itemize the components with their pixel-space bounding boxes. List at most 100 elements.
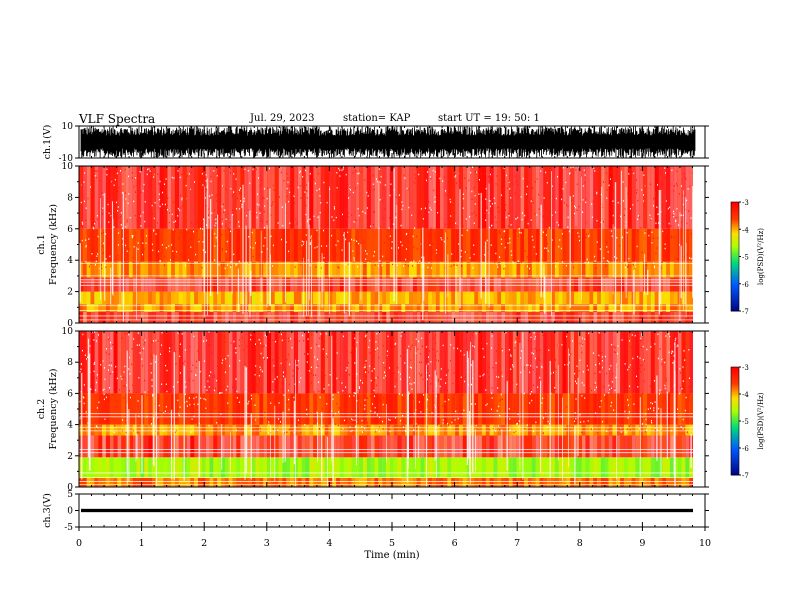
colorbar-cell [731, 469, 739, 472]
colorbar-tick-label: -4 [742, 391, 749, 399]
colorbar-cell [731, 449, 739, 453]
colorbar-cell [731, 309, 739, 312]
colorbar-cell [731, 376, 739, 379]
colorbar-cell [731, 247, 739, 250]
y-axis-label: ch.2 [36, 399, 47, 420]
colorbar-cell [731, 254, 739, 257]
colorbar-cell [731, 272, 739, 276]
x-tick-label: 4 [326, 538, 332, 549]
x-tick-label: 3 [264, 538, 270, 549]
colorbar-cell [731, 242, 739, 245]
y-axis-label: Frequency (kHz) [48, 369, 59, 450]
colorbar-cell [731, 223, 739, 227]
station-label: station= KAP [343, 113, 411, 124]
colorbar-cell [731, 460, 739, 463]
colorbar-cell [731, 209, 739, 212]
colorbar-cell [731, 397, 739, 400]
spectrogram-image [79, 331, 693, 487]
colorbar-cell [731, 274, 739, 277]
colorbar-cell [731, 401, 739, 404]
colorbar-cell [731, 408, 739, 411]
colorbar-tick-label: -4 [742, 226, 749, 234]
y-axis-label: ch.3(V) [42, 493, 53, 528]
colorbar-cell [731, 448, 739, 451]
colorbar-cell [731, 392, 739, 395]
colorbar-cell [731, 220, 739, 223]
y-tick-label: 8 [67, 358, 73, 368]
colorbar-cell [731, 300, 739, 303]
colorbar-cell [731, 462, 739, 465]
colorbar-cell [731, 258, 739, 261]
colorbar-cell [731, 245, 739, 248]
colorbar-cell [731, 294, 739, 297]
colorbar-cell [731, 417, 739, 420]
colorbar-cell [731, 222, 739, 225]
y-tick-label: -10 [59, 154, 74, 164]
colorbar-cell [731, 281, 739, 285]
colorbar-cell [731, 263, 739, 267]
chart-title: VLF Spectra [79, 112, 156, 126]
colorbar-cell [731, 385, 739, 388]
colorbar-cell [731, 444, 739, 447]
colorbar-cell [731, 232, 739, 236]
colorbar-cell [731, 231, 739, 234]
colorbar-cell [731, 433, 739, 436]
colorbar-cell [731, 412, 739, 415]
y-tick-label: 4 [67, 256, 73, 266]
colorbar-cell [731, 278, 739, 281]
colorbar-cell [731, 386, 739, 390]
start-time-label: start UT = 19: 50: 1 [438, 113, 540, 124]
x-tick-label: 2 [201, 538, 207, 549]
colorbar-cell [731, 265, 739, 268]
y-tick-label: 0 [67, 319, 73, 329]
colorbar-cell [731, 202, 739, 205]
colorbar-cell [731, 218, 739, 221]
colorbar-cell [731, 368, 739, 372]
colorbar-cell [731, 404, 739, 408]
colorbar-cell [731, 240, 739, 243]
colorbar-cell [731, 381, 739, 384]
colorbar-cell [731, 466, 739, 469]
colorbar-cell [731, 211, 739, 214]
colorbar-cell [731, 234, 739, 237]
colorbar-cell [731, 298, 739, 301]
colorbar-cell [731, 225, 739, 228]
x-tick-label: 10 [699, 538, 711, 549]
colorbar-cell [731, 471, 739, 474]
colorbar-cell [731, 370, 739, 373]
colorbar-tick-label: -5 [742, 254, 749, 262]
date-label: Jul. 29, 2023 [250, 113, 315, 124]
ch2-spectrogram-panel: 0 2 4 6 8 10 ch.2 Frequency (kHz) [36, 327, 709, 493]
y-tick-label: 0 [67, 483, 73, 493]
ch1-trace [80, 125, 696, 159]
colorbar-cell [731, 367, 739, 370]
colorbar-cell [731, 390, 739, 393]
colorbar-cell [731, 422, 739, 426]
colorbar-tick-label: -3 [742, 364, 749, 372]
colorbar-cell [731, 372, 739, 375]
colorbar-cell [731, 453, 739, 456]
colorbar-cell [731, 410, 739, 413]
colorbar-cell [731, 419, 739, 422]
colorbar-cell [731, 403, 739, 406]
x-tick-label: 0 [76, 538, 82, 549]
colorbar-cell [731, 203, 739, 207]
colorbar-tick-label: -5 [742, 418, 749, 426]
colorbar-cell [731, 455, 739, 458]
y-tick-label: 8 [67, 193, 73, 203]
colorbar-cell [731, 283, 739, 287]
colorbar-cell [731, 413, 739, 417]
colorbar-cell [731, 428, 739, 431]
colorbar-cell [731, 446, 739, 449]
colorbar-cell [731, 430, 739, 433]
colorbar-cell [731, 458, 739, 462]
colorbar-cell [731, 271, 739, 274]
y-tick-label: 6 [67, 225, 73, 235]
colorbar-cell [731, 280, 739, 283]
colorbar-cell [731, 229, 739, 232]
colorbar-cell [731, 238, 739, 241]
colorbar-cell [731, 388, 739, 391]
colorbar-cell [731, 214, 739, 217]
